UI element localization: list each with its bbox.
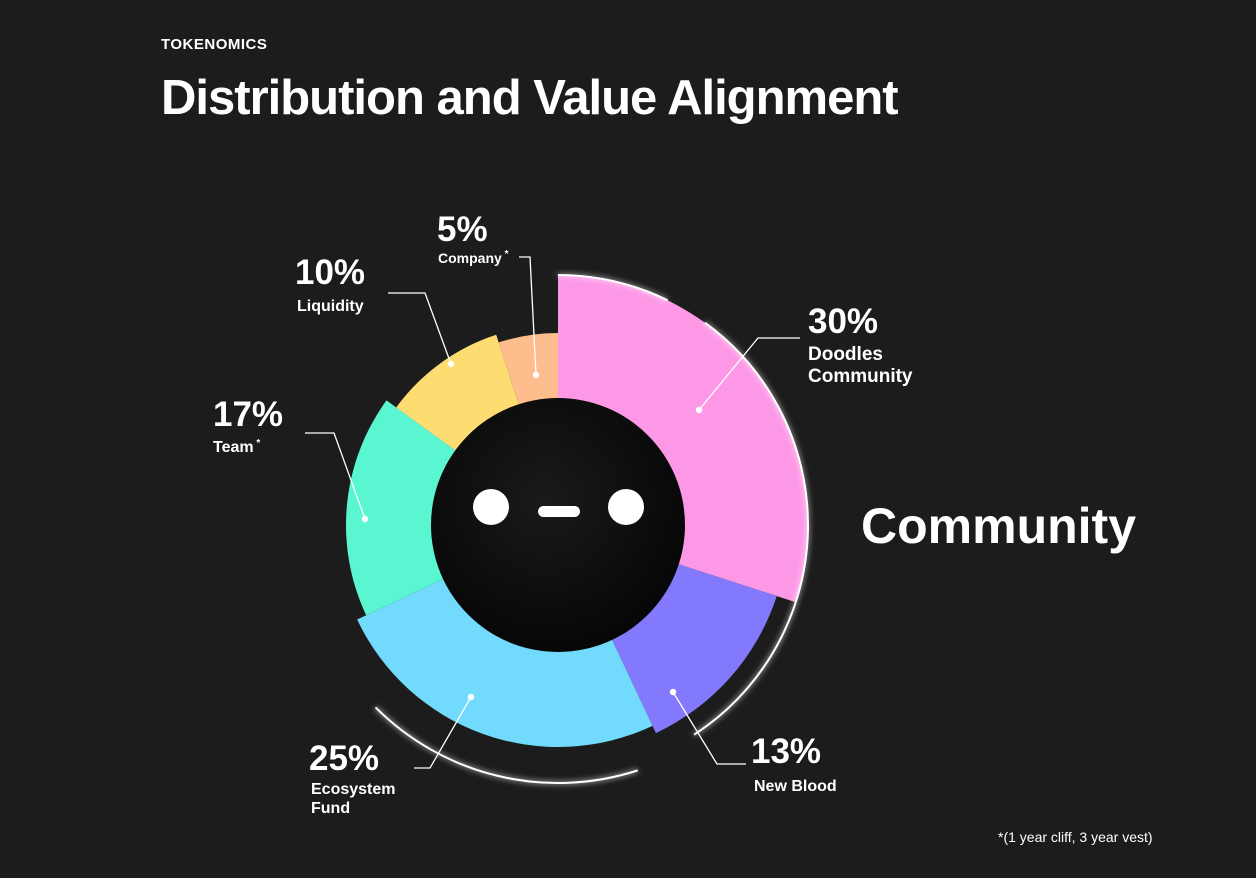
footnote-marker: * (502, 249, 509, 260)
slice-percent-company: 5% (437, 210, 488, 249)
slice-percent-liquidity: 10% (295, 253, 365, 292)
leader-line-liquidity (388, 292, 452, 365)
leader-dot-doodles-community (695, 406, 703, 414)
leader-line-doodles-community (698, 337, 800, 411)
left-eye-icon (473, 489, 509, 525)
leader-dot-company (532, 371, 540, 379)
slice-doodles-community (558, 275, 808, 603)
slice-percent-doodles-community: 30% (808, 302, 878, 341)
footnote: *(1 year cliff, 3 year vest) (998, 829, 1153, 845)
mouth-icon (538, 506, 580, 517)
leader-dot-liquidity (447, 360, 455, 368)
slice-ecosystem-fund (357, 575, 653, 747)
slice-label-doodles-community: Doodles (808, 344, 883, 365)
doodle-face (431, 398, 685, 652)
page-title: Distribution and Value Alignment (161, 71, 899, 125)
face-circle (431, 398, 685, 652)
slice-label-new-blood: New Blood (754, 778, 837, 795)
slice-percent-ecosystem-fund: 25% (309, 739, 379, 778)
leader-dot-new-blood (669, 688, 677, 696)
slice-team (346, 400, 463, 616)
leader-line-new-blood (672, 691, 746, 765)
leader-line-company (519, 256, 537, 376)
footnote-marker: * (254, 438, 261, 449)
slice-label-doodles-community: Community (808, 366, 913, 387)
eyebrow-label: TOKENOMICS (161, 36, 268, 53)
slice-label-ecosystem-fund: Ecosystem (311, 781, 396, 798)
leader-dot-team (361, 515, 369, 523)
group-brackets (322, 268, 848, 784)
slice-label-company: Company * (438, 249, 509, 266)
slice-percent-team: 17% (213, 395, 283, 434)
bracket-arc-bottom (374, 706, 639, 784)
leader-dot-ecosystem-fund (467, 693, 475, 701)
bracket-arc-top (557, 274, 669, 302)
slice-label-ecosystem-fund: Fund (311, 800, 350, 817)
leader-line-team (305, 432, 366, 520)
slice-percent-new-blood: 13% (751, 732, 821, 771)
slice-label-team: Team * (213, 438, 260, 456)
right-eye-icon (608, 489, 644, 525)
bracket-arc-right (693, 321, 809, 736)
leader-line-ecosystem-fund (414, 696, 472, 769)
group-label-community: Community (861, 498, 1136, 554)
slice-company (498, 333, 558, 413)
slice-label-liquidity: Liquidity (297, 298, 364, 315)
leader-lines (305, 256, 800, 769)
